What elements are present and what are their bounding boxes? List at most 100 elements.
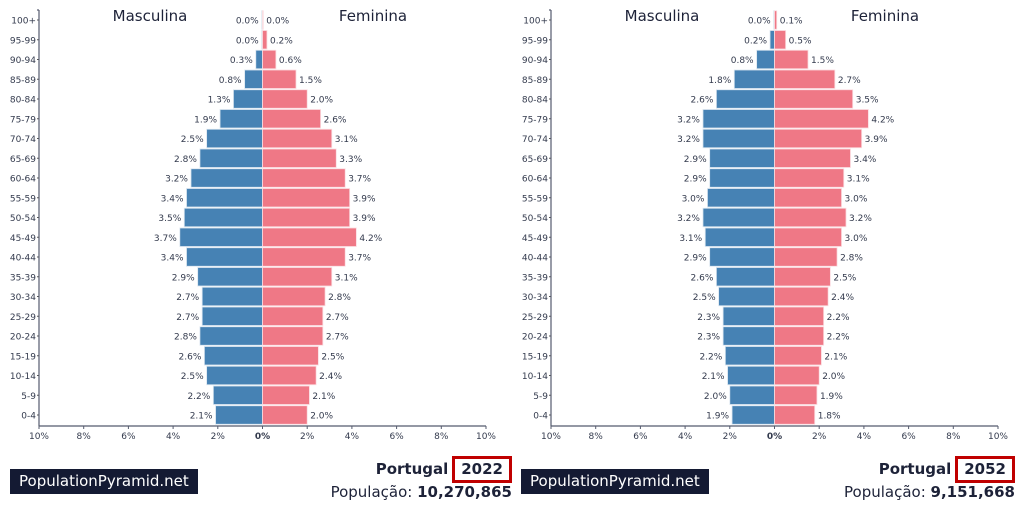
male-value-label: 0.8% bbox=[219, 76, 242, 86]
x-tick-label: 4% bbox=[345, 432, 360, 442]
male-bar bbox=[709, 148, 775, 168]
male-value-label: 2.2% bbox=[187, 392, 210, 402]
x-tick-label: 10% bbox=[541, 432, 561, 442]
age-tick-label: 5-9 bbox=[21, 392, 36, 402]
male-value-label: 2.5% bbox=[181, 135, 204, 145]
female-bar bbox=[262, 227, 357, 247]
female-value-label: 3.0% bbox=[845, 234, 868, 244]
female-header: Feminina bbox=[851, 7, 919, 25]
male-value-label: 0.0% bbox=[236, 17, 259, 27]
female-bar bbox=[262, 365, 317, 386]
female-bar bbox=[262, 128, 333, 149]
male-bar bbox=[255, 49, 263, 70]
female-value-label: 4.2% bbox=[871, 115, 894, 125]
male-bar bbox=[756, 49, 775, 70]
female-value-label: 1.8% bbox=[818, 412, 841, 422]
x-tick-label: 4% bbox=[678, 432, 693, 442]
male-bar bbox=[219, 109, 263, 129]
male-value-label: 3.4% bbox=[161, 254, 184, 264]
pyramid-2022: Masculina Feminina 0.0% 0.0% 100+ 0.0% 0.2% 95-… bbox=[10, 7, 497, 442]
male-value-label: 3.7% bbox=[154, 234, 177, 244]
female-bar bbox=[262, 10, 264, 30]
male-value-label: 3.1% bbox=[679, 234, 702, 244]
age-tick-label: 65-69 bbox=[522, 155, 548, 165]
logo-2022[interactable]: PopulationPyramid.net bbox=[10, 469, 198, 494]
male-bar bbox=[715, 267, 775, 287]
age-tick-label: 65-69 bbox=[10, 155, 36, 165]
female-value-label: 2.1% bbox=[824, 352, 847, 362]
age-tick-label: 25-29 bbox=[10, 313, 36, 323]
logo-2052[interactable]: PopulationPyramid.net bbox=[521, 469, 709, 494]
female-bar bbox=[774, 286, 829, 307]
x-tick-label: 10% bbox=[988, 432, 1008, 442]
male-value-label: 0.0% bbox=[748, 17, 771, 27]
male-value-label: 2.8% bbox=[174, 333, 197, 343]
female-bar bbox=[774, 306, 825, 326]
x-tick-label: 0% bbox=[255, 432, 270, 442]
male-value-label: 0.0% bbox=[236, 36, 259, 46]
male-bar bbox=[203, 346, 263, 366]
female-bar bbox=[262, 346, 319, 366]
female-value-label: 3.9% bbox=[353, 214, 376, 224]
male-header: Masculina bbox=[113, 7, 188, 25]
female-value-label: 2.4% bbox=[831, 293, 854, 303]
female-value-label: 3.4% bbox=[853, 155, 876, 165]
x-tick-label: 0% bbox=[767, 432, 782, 442]
female-bar bbox=[262, 267, 333, 287]
male-value-label: 2.1% bbox=[190, 412, 213, 422]
male-bar bbox=[709, 168, 775, 188]
age-tick-label: 50-54 bbox=[522, 214, 548, 224]
age-tick-label: 5-9 bbox=[533, 392, 548, 402]
male-bar bbox=[727, 365, 775, 386]
population-label: População: bbox=[330, 483, 413, 501]
female-value-label: 3.7% bbox=[348, 254, 371, 264]
x-tick-label: 2% bbox=[812, 432, 827, 442]
male-bar bbox=[206, 128, 263, 149]
x-tick-label: 10% bbox=[476, 432, 496, 442]
population-value: 9,151,668 bbox=[930, 483, 1015, 501]
x-tick-label: 6% bbox=[901, 432, 916, 442]
female-bar bbox=[262, 405, 308, 425]
age-tick-label: 50-54 bbox=[10, 214, 36, 224]
x-tick-label: 2% bbox=[300, 432, 315, 442]
male-bar bbox=[190, 168, 263, 188]
chart-info-2052: Portugal 2052 População: 9,151,668 bbox=[844, 456, 1015, 502]
female-value-label: 3.2% bbox=[849, 214, 872, 224]
x-tick-label: 2% bbox=[211, 432, 226, 442]
female-bar bbox=[262, 89, 308, 109]
x-tick-label: 8% bbox=[77, 432, 92, 442]
male-value-label: 2.6% bbox=[691, 273, 714, 283]
female-bar bbox=[774, 30, 787, 50]
year-highlight: 2052 bbox=[955, 456, 1015, 483]
male-bar bbox=[704, 227, 775, 247]
female-bar bbox=[774, 148, 851, 168]
age-tick-label: 30-34 bbox=[10, 293, 36, 303]
male-value-label: 2.9% bbox=[684, 175, 707, 185]
age-tick-label: 95-99 bbox=[10, 36, 36, 46]
pyramid-2052: Masculina Feminina 0.0% 0.1% 100+ 0.2% 0.5% 95-… bbox=[522, 7, 1009, 442]
female-bar bbox=[774, 207, 847, 228]
age-tick-label: 10-14 bbox=[522, 372, 548, 382]
female-bar bbox=[774, 326, 825, 346]
female-bar bbox=[262, 30, 268, 50]
male-value-label: 0.3% bbox=[230, 56, 253, 66]
male-value-label: 2.7% bbox=[176, 313, 199, 323]
female-value-label: 2.7% bbox=[838, 76, 861, 86]
female-bar bbox=[774, 227, 842, 247]
male-value-label: 2.7% bbox=[176, 293, 199, 303]
age-tick-label: 10-14 bbox=[10, 372, 36, 382]
female-value-label: 2.2% bbox=[827, 313, 850, 323]
female-value-label: 0.2% bbox=[270, 36, 293, 46]
country-name: Portugal bbox=[878, 460, 952, 478]
male-value-label: 3.2% bbox=[677, 115, 700, 125]
age-tick-label: 30-34 bbox=[522, 293, 548, 303]
male-value-label: 2.6% bbox=[691, 96, 714, 106]
female-bar bbox=[774, 49, 809, 70]
age-tick-label: 60-64 bbox=[10, 175, 36, 185]
x-tick-label: 6% bbox=[121, 432, 136, 442]
female-value-label: 2.8% bbox=[328, 293, 351, 303]
female-value-label: 2.0% bbox=[822, 372, 845, 382]
age-tick-label: 45-49 bbox=[522, 234, 548, 244]
male-bar bbox=[733, 69, 775, 89]
male-bar bbox=[709, 247, 775, 267]
